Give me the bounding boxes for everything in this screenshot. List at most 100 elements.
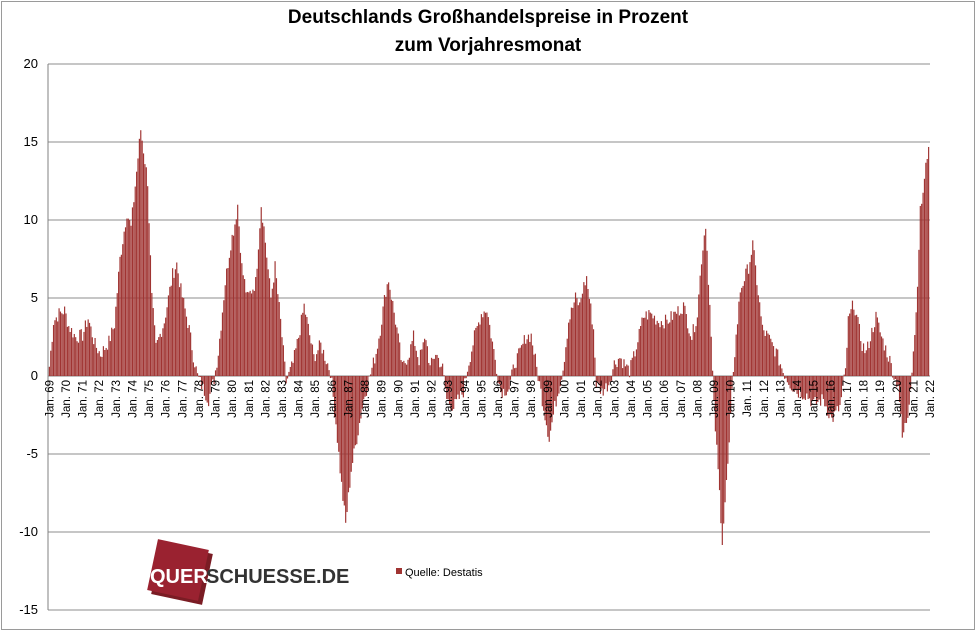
- x-tick-label: Jan. 77: [177, 380, 189, 418]
- bar: [239, 252, 242, 376]
- bar: [789, 376, 791, 389]
- bar: [640, 326, 642, 376]
- x-tick-label: Jan. 01: [576, 380, 588, 418]
- logo-text-quer: QUER: [150, 566, 208, 588]
- bar: [263, 226, 265, 376]
- bar: [644, 317, 646, 376]
- bar: [900, 376, 902, 415]
- bar: [412, 330, 415, 376]
- bar: [126, 218, 128, 376]
- bar: [622, 368, 624, 376]
- bar: [684, 305, 686, 376]
- watermark-logo: QUER SCHUESSE.DE: [147, 539, 349, 605]
- bar: [655, 324, 657, 376]
- bar: [73, 333, 75, 376]
- bar: [465, 376, 467, 379]
- bar: [875, 311, 877, 376]
- bar: [340, 376, 343, 482]
- bar: [529, 341, 531, 376]
- bar: [244, 279, 246, 376]
- bar: [447, 376, 449, 400]
- bar: [786, 376, 788, 383]
- bar: [628, 376, 631, 378]
- bar: [838, 376, 840, 412]
- bars: [48, 130, 930, 545]
- bar: [400, 360, 402, 376]
- bar: [68, 326, 70, 376]
- bar: [619, 358, 621, 376]
- bar: [471, 351, 473, 376]
- bar: [916, 286, 919, 376]
- x-tick-label: Jan. 21: [908, 380, 920, 418]
- bar: [210, 376, 212, 385]
- bar: [482, 317, 484, 376]
- bar: [206, 376, 208, 403]
- bar: [502, 376, 505, 389]
- bar: [345, 376, 347, 523]
- bar: [850, 309, 852, 376]
- x-tick-label: Jan. 78: [194, 380, 206, 418]
- bar: [597, 376, 599, 382]
- bar: [113, 328, 116, 376]
- bar: [86, 326, 88, 376]
- bar: [386, 284, 388, 376]
- bar: [832, 376, 834, 422]
- bar: [905, 376, 908, 423]
- bar: [202, 376, 204, 384]
- bar: [803, 376, 805, 399]
- bar: [544, 376, 546, 421]
- x-tick-label: Jan. 96: [493, 380, 505, 418]
- bar: [190, 332, 192, 376]
- bar: [486, 312, 488, 376]
- bar: [552, 376, 554, 415]
- bar: [876, 317, 878, 376]
- bar: [892, 376, 894, 378]
- bar: [461, 376, 463, 395]
- bar: [248, 292, 250, 376]
- bar: [918, 249, 920, 376]
- bar: [633, 351, 635, 376]
- bar: [508, 376, 510, 390]
- bar: [516, 353, 518, 376]
- bar: [267, 269, 269, 376]
- bar: [421, 349, 423, 376]
- bar: [669, 322, 671, 376]
- bar: [313, 354, 315, 376]
- bar: [554, 376, 556, 401]
- bar: [736, 324, 739, 376]
- bar: [473, 330, 476, 376]
- bar: [228, 257, 230, 376]
- bar: [101, 356, 103, 376]
- bar: [235, 219, 237, 376]
- bar: [882, 338, 884, 376]
- bar: [299, 335, 301, 376]
- bar: [743, 281, 746, 376]
- bar: [923, 178, 926, 376]
- bar: [389, 289, 391, 376]
- bar: [878, 322, 880, 376]
- bar: [361, 376, 363, 409]
- bar: [716, 376, 718, 445]
- bar: [52, 324, 55, 376]
- bar: [424, 338, 426, 376]
- bar: [601, 376, 603, 389]
- bar: [148, 223, 150, 376]
- chart-title-line1: Deutschlands Großhandelspreise in Prozen…: [287, 7, 689, 28]
- bar: [782, 373, 784, 376]
- x-tick-label: Jan. 75: [144, 380, 156, 418]
- bar: [844, 368, 847, 376]
- x-tick-label: Jan. 20: [892, 380, 904, 418]
- bar: [843, 374, 845, 376]
- logo-text-schuesse: SCHUESSE.DE: [206, 566, 349, 588]
- bar: [316, 354, 318, 376]
- bar: [169, 286, 171, 376]
- bar: [519, 347, 521, 376]
- bar: [80, 329, 82, 376]
- bar: [293, 350, 296, 376]
- bar: [119, 256, 121, 376]
- bar: [525, 343, 527, 376]
- bar: [808, 376, 811, 399]
- bar: [460, 376, 462, 391]
- bar: [815, 376, 818, 405]
- bar: [433, 358, 435, 376]
